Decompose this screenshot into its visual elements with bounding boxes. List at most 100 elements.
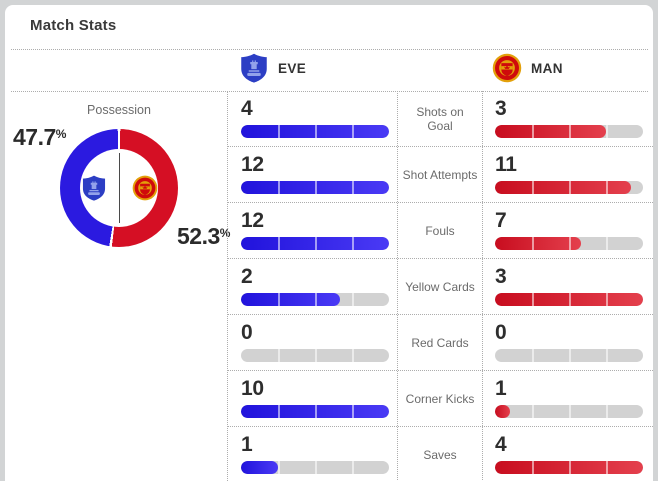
stat-row: 1 Saves 4 xyxy=(228,427,653,481)
possession-home-pct-sign: % xyxy=(55,127,67,141)
bar-quarter-divider xyxy=(352,237,354,250)
away-stat-bar-fill xyxy=(495,125,606,138)
bar-quarter-divider xyxy=(606,405,608,418)
away-stat-value: 3 xyxy=(495,265,507,288)
bar-quarter-divider xyxy=(532,293,534,306)
bar-quarter-divider xyxy=(532,349,534,362)
stat-label: Corner Kicks xyxy=(397,371,483,426)
stat-row: 0 Red Cards 0 xyxy=(228,315,653,371)
home-stat-bar xyxy=(241,293,389,306)
bar-quarter-divider xyxy=(352,181,354,194)
home-stat-value: 2 xyxy=(241,265,253,288)
stat-row: 10 Corner Kicks 1 xyxy=(228,371,653,427)
away-stat-cell: 7 xyxy=(483,203,653,258)
away-stat-cell: 11 xyxy=(483,147,653,202)
bar-quarter-divider xyxy=(606,237,608,250)
possession-away-pct-value: 52.3 xyxy=(177,223,220,249)
home-stat-cell: 1 xyxy=(228,427,397,481)
away-stat-cell: 0 xyxy=(483,315,653,370)
bar-quarter-divider xyxy=(278,349,280,362)
possession-donut-chart xyxy=(60,129,178,247)
possession-home-pct-value: 47.7 xyxy=(13,124,56,150)
home-stat-bar xyxy=(241,349,389,362)
home-stat-bar xyxy=(241,461,389,474)
away-stat-value: 7 xyxy=(495,209,507,232)
bar-quarter-divider xyxy=(315,405,317,418)
bar-quarter-divider xyxy=(532,405,534,418)
home-stat-cell: 0 xyxy=(228,315,397,370)
team-header-home: EVE xyxy=(239,53,306,83)
away-stat-bar xyxy=(495,405,643,418)
bar-quarter-divider xyxy=(352,293,354,306)
everton-badge-icon-small xyxy=(81,175,107,201)
stat-label: Fouls xyxy=(397,203,483,258)
away-stat-value: 11 xyxy=(495,153,517,176)
home-stat-bar xyxy=(241,125,389,138)
home-stat-bar xyxy=(241,405,389,418)
home-stat-value: 4 xyxy=(241,97,253,120)
bar-quarter-divider xyxy=(278,461,280,474)
stat-label: Saves xyxy=(397,427,483,481)
away-stat-value: 1 xyxy=(495,377,507,400)
team-header-away: MAN xyxy=(492,53,563,83)
bar-quarter-divider xyxy=(315,461,317,474)
bar-quarter-divider xyxy=(569,125,571,138)
away-stat-bar xyxy=(495,461,643,474)
bar-quarter-divider xyxy=(606,349,608,362)
bar-quarter-divider xyxy=(606,461,608,474)
page-title: Match Stats xyxy=(30,17,117,34)
home-stat-bar-fill xyxy=(241,461,278,474)
away-stat-bar xyxy=(495,237,643,250)
bar-quarter-divider xyxy=(315,237,317,250)
away-stat-cell: 4 xyxy=(483,427,653,481)
away-stat-cell: 1 xyxy=(483,371,653,426)
possession-away-pct-sign: % xyxy=(219,226,231,240)
bar-quarter-divider xyxy=(352,349,354,362)
home-stat-cell: 4 xyxy=(228,91,397,146)
away-stat-bar-fill xyxy=(495,181,631,194)
team-abbr-home: EVE xyxy=(278,60,307,76)
away-stat-bar xyxy=(495,181,643,194)
home-stat-value: 12 xyxy=(241,209,264,232)
bar-quarter-divider xyxy=(315,293,317,306)
home-stat-value: 0 xyxy=(241,321,253,344)
bar-quarter-divider xyxy=(532,237,534,250)
away-stat-cell: 3 xyxy=(483,91,653,146)
bar-quarter-divider xyxy=(315,125,317,138)
bar-quarter-divider xyxy=(278,181,280,194)
bar-quarter-divider xyxy=(352,461,354,474)
stats-table: 4 Shots on Goal 3 12 xyxy=(227,91,653,481)
stats-content: Possession 47.7% xyxy=(5,91,653,481)
donut-divider-line xyxy=(119,153,120,223)
bar-quarter-divider xyxy=(569,181,571,194)
bar-quarter-divider xyxy=(569,349,571,362)
away-stat-bar xyxy=(495,293,643,306)
stat-row: 2 Yellow Cards 3 xyxy=(228,259,653,315)
away-stat-value: 3 xyxy=(495,97,507,120)
team-abbr-away: MAN xyxy=(531,60,563,76)
bar-quarter-divider xyxy=(352,405,354,418)
stat-row: 4 Shots on Goal 3 xyxy=(228,91,653,147)
away-stat-bar xyxy=(495,349,643,362)
home-stat-bar xyxy=(241,181,389,194)
home-stat-bar xyxy=(241,237,389,250)
bar-quarter-divider xyxy=(278,125,280,138)
divider-under-title xyxy=(11,49,648,50)
possession-away-pct: 52.3% xyxy=(177,223,230,250)
bar-quarter-divider xyxy=(569,405,571,418)
bar-quarter-divider xyxy=(606,293,608,306)
bar-quarter-divider xyxy=(569,293,571,306)
home-stat-value: 1 xyxy=(241,433,253,456)
divider-under-header xyxy=(11,91,648,92)
away-stat-value: 0 xyxy=(495,321,507,344)
match-stats-card: Match Stats EVE xyxy=(5,5,653,481)
bar-quarter-divider xyxy=(278,405,280,418)
bar-quarter-divider xyxy=(278,237,280,250)
stat-label: Shots on Goal xyxy=(397,91,483,146)
possession-label: Possession xyxy=(87,103,151,117)
stat-row: 12 Shot Attempts 11 xyxy=(228,147,653,203)
home-stat-cell: 12 xyxy=(228,203,397,258)
everton-badge-icon xyxy=(239,53,269,83)
bar-quarter-divider xyxy=(606,125,608,138)
